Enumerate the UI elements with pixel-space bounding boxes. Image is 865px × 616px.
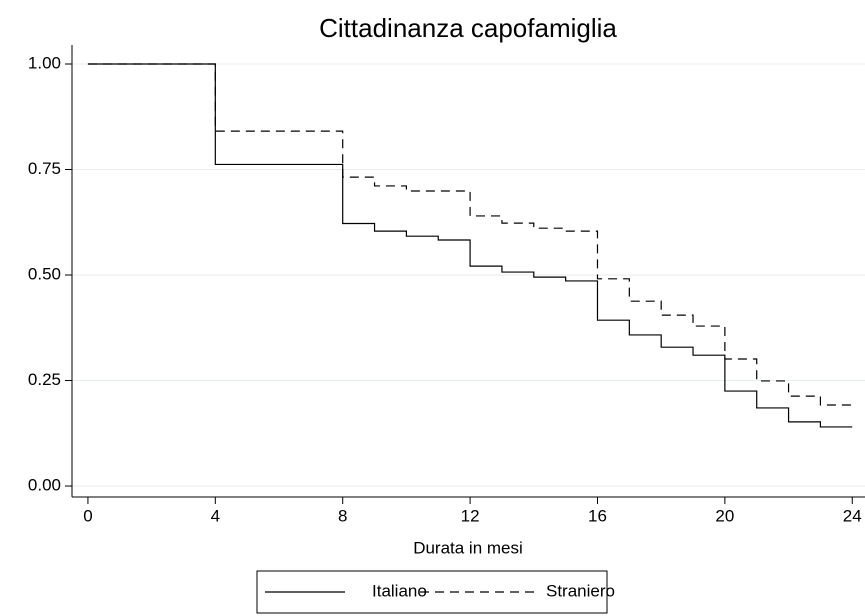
y-tick-label: 0.75: [28, 159, 61, 178]
legend-box: [256, 570, 608, 614]
x-tick-label: 24: [843, 506, 862, 525]
chart-title: Cittadinanza capofamiglia: [319, 13, 617, 43]
y-tick-label: 1.00: [28, 53, 61, 72]
y-tick-label: 0.25: [28, 370, 61, 389]
y-tick-label: 0.50: [28, 264, 61, 283]
x-tick-label: 0: [83, 506, 92, 525]
y-tick-label: 0.00: [28, 476, 61, 495]
x-tick-label: 8: [338, 506, 347, 525]
legend-label: Straniero: [546, 581, 615, 600]
legend-label: Italiano: [372, 581, 427, 600]
survival-line: [87, 63, 853, 428]
survival-line: [87, 63, 853, 406]
x-axis-label: Durata in mesi: [413, 538, 523, 557]
x-tick-label: 16: [588, 506, 607, 525]
x-tick-label: 20: [715, 506, 734, 525]
x-tick-label: 4: [211, 506, 220, 525]
x-tick-label: 12: [461, 506, 480, 525]
